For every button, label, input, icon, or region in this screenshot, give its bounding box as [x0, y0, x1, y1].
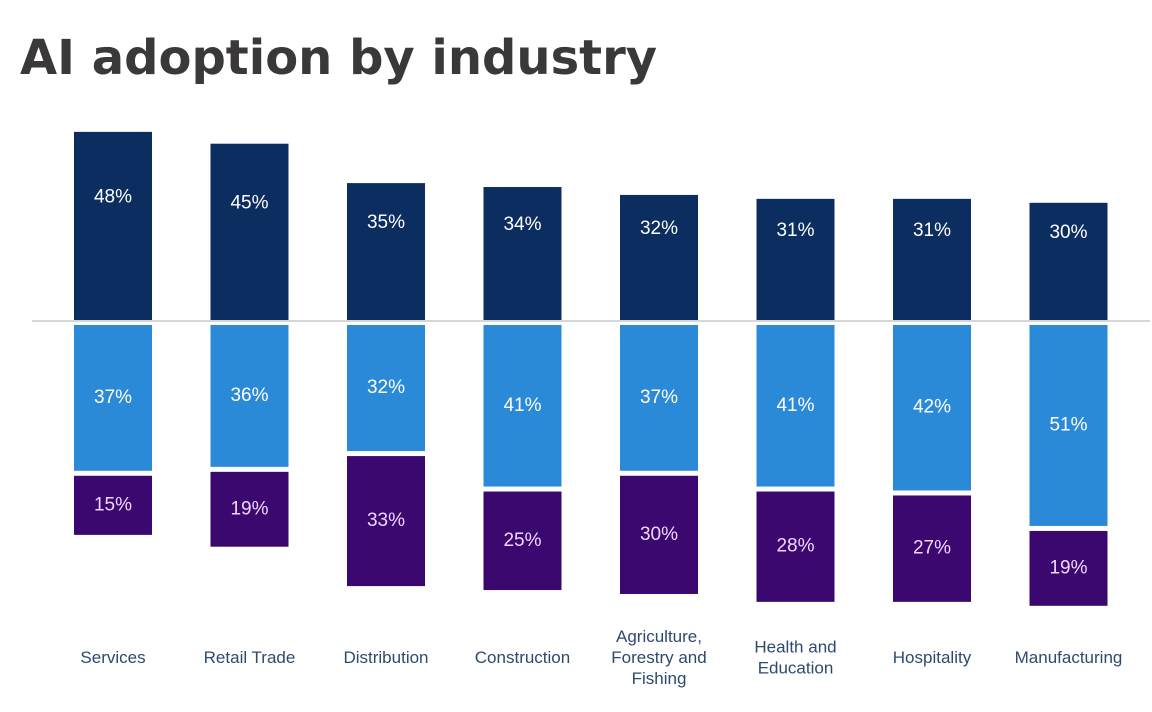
data-label: 36%	[230, 385, 268, 406]
data-label: 15%	[94, 494, 132, 515]
data-label: 19%	[1049, 557, 1087, 578]
data-label: 41%	[776, 395, 814, 416]
data-label: 37%	[640, 387, 678, 408]
category-label-line: Education	[758, 659, 834, 678]
data-label: 37%	[94, 387, 132, 408]
chart-title: AI adoption by industry	[20, 30, 658, 86]
bar-below-baseline-1	[347, 325, 425, 452]
category-label-line: Construction	[475, 648, 570, 667]
category-label-line: Hospitality	[893, 648, 972, 667]
bar-below-baseline-2	[74, 475, 152, 535]
bar-above-baseline	[74, 131, 152, 320]
category-label-line: Forestry and	[611, 648, 706, 667]
bar-above-baseline	[1029, 202, 1108, 320]
bar-above-baseline	[483, 187, 562, 320]
category-label: Construction	[475, 648, 570, 667]
data-label: 31%	[776, 220, 814, 241]
category-label: Services	[80, 648, 145, 667]
category-label: Distribution	[343, 648, 428, 667]
category-label: Agriculture, Forestry and Fishing	[611, 627, 706, 688]
bar-above-baseline	[210, 143, 289, 320]
category-label-line: Agriculture,	[616, 627, 702, 646]
category-label-line: Retail Trade	[204, 648, 296, 667]
bar-above-baseline	[756, 198, 835, 320]
data-label: 28%	[776, 536, 814, 557]
category-label-line: Fishing	[632, 669, 687, 688]
bar-below-baseline-2	[620, 475, 698, 594]
bar-below-baseline-1	[1029, 325, 1108, 526]
data-label: 42%	[913, 397, 951, 418]
data-label: 51%	[1049, 414, 1087, 435]
bar-below-baseline-2	[483, 491, 562, 591]
data-label: 41%	[503, 395, 541, 416]
bar-below-baseline-2	[893, 495, 971, 602]
bar-below-baseline-1	[893, 325, 971, 491]
category-label: Hospitality	[893, 648, 972, 667]
category-labels: Services Retail Trade Distribution Construc…	[80, 627, 1122, 688]
bar-below-baseline-1	[483, 325, 562, 487]
category-label-line: Manufacturing	[1015, 648, 1123, 667]
data-label: 32%	[640, 218, 678, 239]
category-label: Retail Trade	[204, 648, 296, 667]
bar-below-baseline-1	[74, 325, 152, 471]
category-label-line: Health and	[754, 638, 836, 657]
data-label: 19%	[230, 498, 268, 519]
bar-below-baseline-2	[210, 471, 289, 547]
bar-below-baseline-1	[620, 325, 698, 471]
bar-below-baseline-1	[210, 325, 289, 467]
data-label: 25%	[503, 530, 541, 551]
bar-above-baseline	[893, 198, 971, 320]
bars: 48% 37% 15% 45% 36% 19% 35% 32% 33% 34% 41% 25% 32% 3…	[74, 131, 1108, 606]
category-label-line: Services	[80, 648, 145, 667]
data-label: 34%	[503, 214, 541, 235]
data-label: 48%	[94, 186, 132, 207]
category-label: Manufacturing	[1015, 648, 1123, 667]
bar-above-baseline	[620, 194, 698, 320]
data-label: 33%	[367, 510, 405, 531]
bar-below-baseline-2	[347, 456, 425, 587]
data-label: 30%	[640, 524, 678, 545]
data-label: 32%	[367, 377, 405, 398]
bar-below-baseline-1	[756, 325, 835, 487]
data-label: 27%	[913, 538, 951, 559]
data-label: 30%	[1049, 222, 1087, 243]
bar-below-baseline-2	[1029, 530, 1108, 606]
category-label: Health and Education	[754, 638, 836, 678]
data-label: 45%	[230, 192, 268, 213]
data-label: 31%	[913, 220, 951, 241]
category-label-line: Distribution	[343, 648, 428, 667]
data-label: 35%	[367, 212, 405, 233]
bar-below-baseline-2	[756, 491, 835, 602]
bar-above-baseline	[347, 183, 425, 320]
